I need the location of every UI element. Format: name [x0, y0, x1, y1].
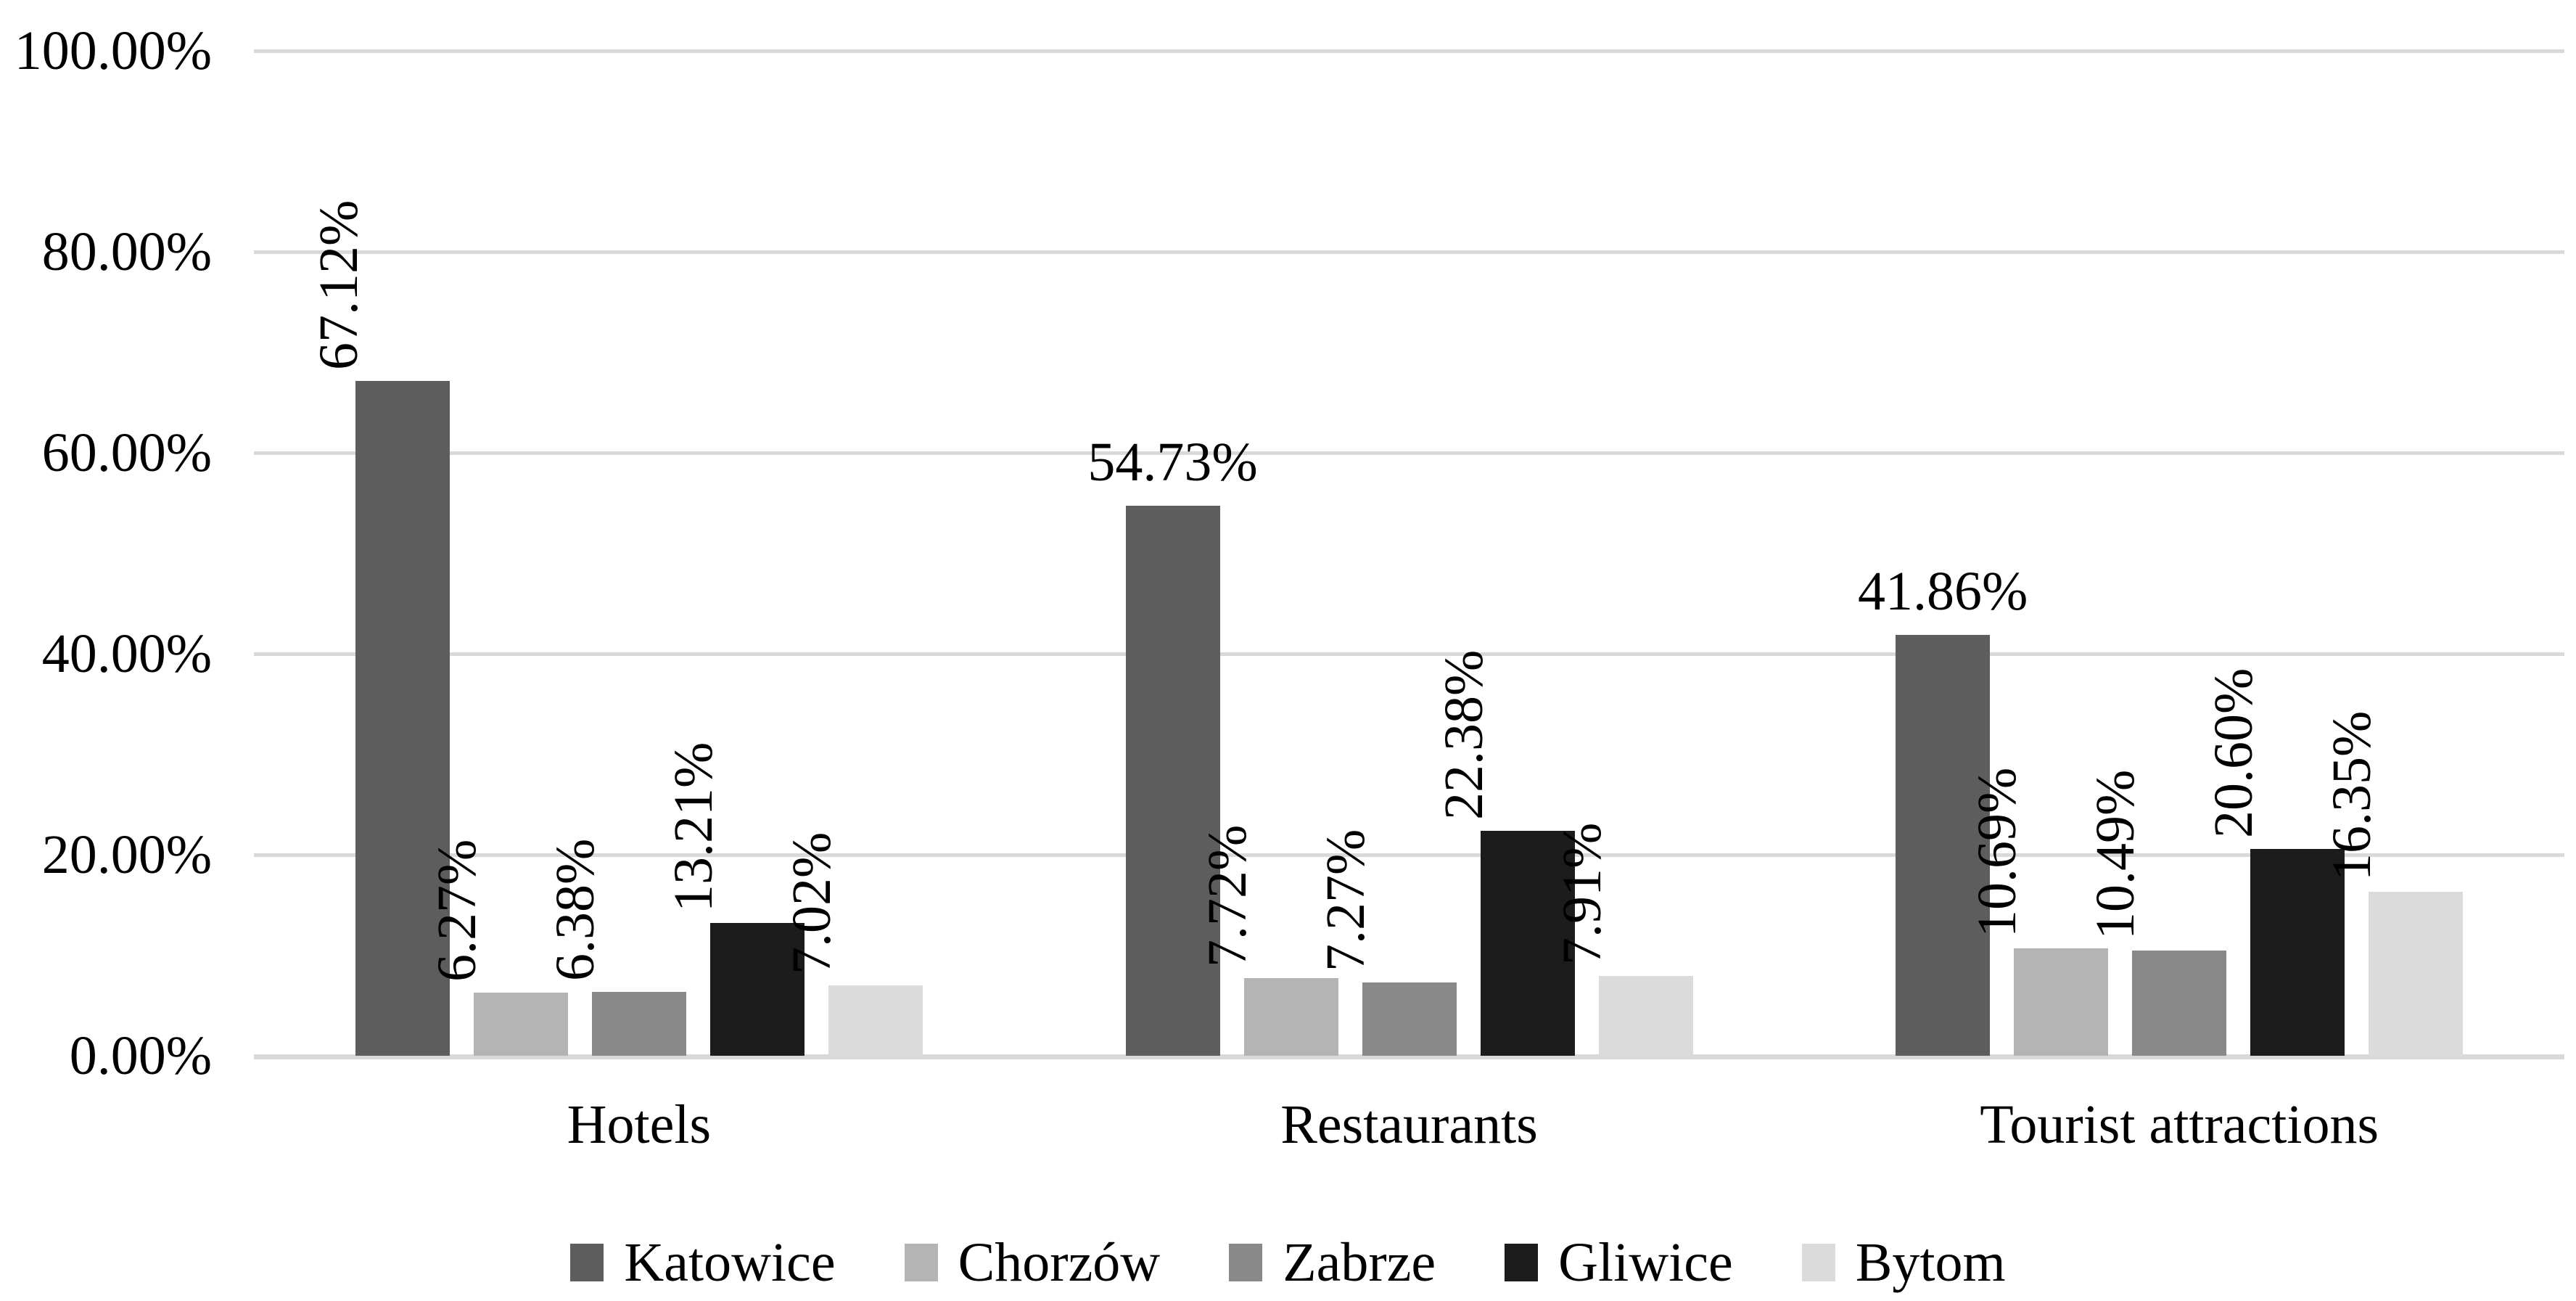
gridline [254, 853, 2564, 857]
category-label-restaurants: Restaurants [1280, 1094, 1538, 1155]
value-label-chorzow-tourist-attractions: 10.69% [1967, 767, 2028, 937]
y-axis-tick-label: 0.00% [69, 1025, 212, 1086]
bar-zabrze-restaurants [1362, 982, 1457, 1056]
legend-label-gliwice: Gliwice [1558, 1232, 1733, 1293]
legend-label-bytom: Bytom [1855, 1232, 2006, 1293]
value-label-katowice-hotels: 67.12% [308, 200, 369, 371]
category-label-tourist-attractions: Tourist attractions [1980, 1094, 2379, 1155]
gridline [254, 250, 2564, 254]
value-label-bytom-restaurants: 7.91% [1551, 823, 1613, 966]
bar-bytom-tourist-attractions [2369, 891, 2464, 1056]
category-label-hotels: Hotels [567, 1094, 712, 1155]
value-label-zabrze-tourist-attractions: 10.49% [2085, 769, 2147, 940]
legend-item-bytom: Bytom [1801, 1230, 2006, 1295]
value-label-katowice-restaurants: 54.73% [1087, 431, 1258, 493]
bar-zabrze-tourist-attractions [2132, 950, 2227, 1056]
bar-katowice-tourist-attractions [1896, 635, 1991, 1056]
legend-marker-zabrze [1229, 1244, 1263, 1281]
value-label-bytom-hotels: 7.02% [781, 832, 842, 974]
legend-label-chorzow: Chorzów [958, 1232, 1161, 1293]
y-axis-tick-label: 60.00% [41, 422, 212, 483]
bar-bytom-restaurants [1598, 976, 1693, 1056]
gridline [254, 49, 2564, 53]
legend-item-zabrze: Zabrze [1229, 1230, 1436, 1295]
bar-gliwice-tourist-attractions [2250, 848, 2345, 1056]
value-label-bytom-tourist-attractions: 16.35% [2321, 710, 2383, 881]
bar-bytom-hotels [828, 985, 923, 1056]
bar-gliwice-restaurants [1480, 831, 1575, 1056]
legend-item-gliwice: Gliwice [1505, 1230, 1733, 1295]
bar-chorzow-hotels [473, 993, 568, 1056]
y-axis-tick-label: 100.00% [14, 20, 212, 81]
legend-marker-bytom [1801, 1244, 1835, 1281]
value-label-chorzow-restaurants: 7.72% [1196, 824, 1258, 968]
legend-label-katowice: Katowice [624, 1232, 836, 1293]
x-axis-line [254, 1054, 2564, 1059]
y-axis-tick-label: 80.00% [41, 221, 212, 282]
value-label-zabrze-hotels: 6.38% [544, 838, 606, 981]
legend-item-chorzow: Chorzów [904, 1230, 1161, 1295]
bar-gliwice-hotels [709, 923, 805, 1056]
gridline [254, 451, 2564, 455]
bar-katowice-hotels [355, 381, 450, 1056]
legend-marker-katowice [570, 1244, 604, 1281]
value-label-chorzow-hotels: 6.27% [426, 839, 487, 982]
bar-zabrze-hotels [591, 991, 686, 1056]
value-label-zabrze-restaurants: 7.27% [1314, 829, 1376, 972]
value-label-katowice-tourist-attractions: 41.86% [1858, 561, 2028, 623]
value-label-gliwice-restaurants: 22.38% [1433, 649, 1494, 821]
bar-chorzow-restaurants [1243, 978, 1338, 1056]
value-label-gliwice-tourist-attractions: 20.60% [2203, 668, 2265, 838]
bar-chorzow-tourist-attractions [2014, 948, 2109, 1056]
bar-katowice-restaurants [1125, 505, 1220, 1056]
y-axis-tick-label: 40.00% [41, 623, 212, 684]
y-axis-tick-label: 20.00% [41, 824, 212, 885]
legend-marker-chorzow [904, 1244, 938, 1281]
legend: Katowice Chorzów Zabrze Gliwice Bytom [0, 1226, 2576, 1299]
value-label-gliwice-hotels: 13.21% [662, 742, 724, 913]
legend-marker-gliwice [1505, 1244, 1539, 1281]
legend-item-katowice: Katowice [570, 1230, 836, 1295]
legend-label-zabrze: Zabrze [1283, 1232, 1436, 1293]
gridline [254, 652, 2564, 656]
